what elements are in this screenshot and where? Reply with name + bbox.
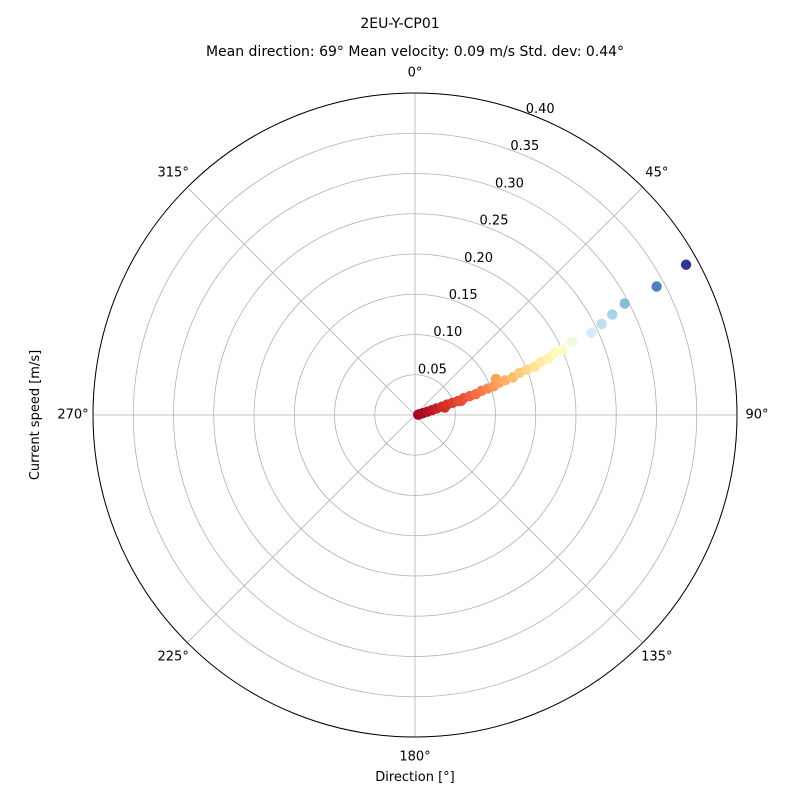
chart-subtitle: Mean direction: 69° Mean velocity: 0.09 … bbox=[206, 44, 624, 60]
r-tick-label: 0.20 bbox=[464, 251, 493, 266]
data-point bbox=[651, 281, 662, 292]
r-tick-label: 0.10 bbox=[433, 325, 462, 340]
r-tick-label: 0.35 bbox=[510, 139, 539, 154]
theta-tick-label: 180° bbox=[399, 750, 430, 765]
scatter-points bbox=[413, 259, 692, 420]
theta-tick-label: 45° bbox=[645, 166, 668, 181]
data-point bbox=[607, 309, 618, 320]
tick-labels: 0° 45° 90° 135° 180° 225° 270° 315° 0.05 0.10 0.15… bbox=[57, 66, 768, 765]
data-point bbox=[556, 344, 568, 355]
grid-spoke bbox=[414, 187, 643, 416]
r-tick-label: 0.40 bbox=[526, 102, 555, 117]
theta-tick-label: 135° bbox=[641, 649, 672, 664]
grid-spoke bbox=[187, 187, 416, 416]
y-axis-label: Current speed [m/s] bbox=[28, 350, 43, 480]
chart-title: 2EU-Y-CP01 bbox=[360, 16, 439, 32]
data-point bbox=[619, 298, 630, 309]
data-point bbox=[586, 327, 597, 338]
polar-grid bbox=[92, 92, 738, 738]
r-tick-label: 0.15 bbox=[449, 288, 478, 303]
data-point bbox=[596, 318, 607, 330]
theta-tick-label: 90° bbox=[745, 408, 768, 423]
theta-tick-label: 270° bbox=[57, 408, 88, 423]
grid-spoke bbox=[187, 414, 416, 643]
r-tick-label: 0.30 bbox=[495, 176, 524, 191]
grid-spoke bbox=[414, 414, 643, 643]
theta-tick-label: 225° bbox=[158, 649, 189, 664]
r-tick-label: 0.25 bbox=[480, 214, 509, 229]
data-point bbox=[680, 259, 692, 270]
polar-frame bbox=[92, 92, 738, 738]
theta-tick-label: 0° bbox=[408, 66, 423, 81]
x-axis-label: Direction [°] bbox=[375, 770, 455, 785]
r-tick-label: 0.05 bbox=[418, 362, 447, 377]
data-point bbox=[566, 336, 578, 348]
theta-tick-label: 315° bbox=[158, 166, 189, 181]
